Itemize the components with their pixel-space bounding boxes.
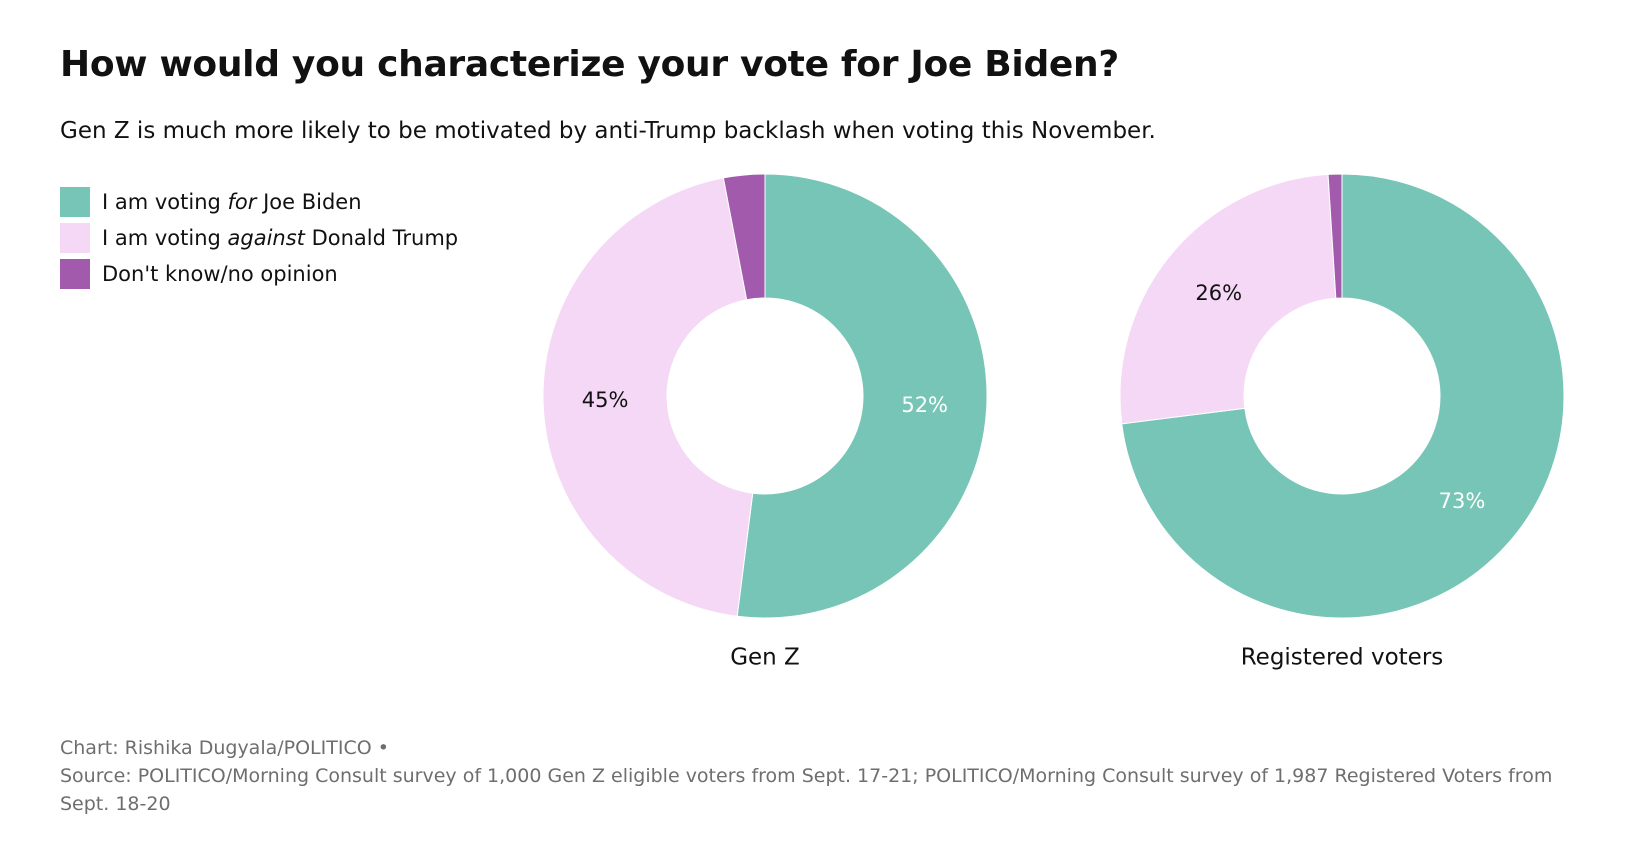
slice-label-registered-voters-1: 26% (1195, 281, 1242, 305)
slice-registered-voters-0 (1121, 173, 1565, 619)
legend-swatch-for-biden (60, 187, 90, 217)
donut-registered-voters: 73% 26% Registered voters (1119, 173, 1565, 671)
slice-label-gen-z-0: 52% (901, 393, 948, 417)
legend-item-against-trump: I am voting against Donald Trump (60, 220, 458, 256)
legend-label: I am voting for Joe Biden (102, 190, 362, 214)
legend-label: I am voting against Donald Trump (102, 226, 459, 250)
donut-label-registered-voters: Registered voters (1241, 645, 1444, 671)
chart-subtitle: Gen Z is much more likely to be motivate… (60, 118, 1156, 144)
slice-gen-z-1 (542, 177, 754, 617)
slice-gen-z-2 (722, 173, 766, 301)
chart-credit: Chart: Rishika Dugyala/POLITICO • (60, 737, 389, 759)
legend-item-no-opinion: Don't know/no opinion (60, 256, 458, 292)
slice-label-gen-z-1: 45% (582, 388, 629, 412)
donut-label-gen-z: Gen Z (730, 645, 800, 671)
donut-charts: 52% 45% Gen Z 73% 26% Registered voters (542, 173, 1565, 671)
slice-registered-voters-2 (1327, 173, 1343, 299)
slice-label-registered-voters-0: 73% (1439, 489, 1486, 513)
legend-label: Don't know/no opinion (102, 262, 338, 286)
chart-footer: Chart: Rishika Dugyala/POLITICO • Source… (60, 734, 1600, 818)
legend-swatch-against-trump (60, 223, 90, 253)
legend: I am voting for Joe Biden I am voting ag… (60, 184, 458, 292)
legend-swatch-no-opinion (60, 259, 90, 289)
legend-item-for-biden: I am voting for Joe Biden (60, 184, 458, 220)
chart-source: Source: POLITICO/Morning Consult survey … (60, 765, 1553, 815)
chart-title: How would you characterize your vote for… (60, 44, 1119, 85)
slice-gen-z-0 (736, 173, 988, 619)
donut-gen-z: 52% 45% Gen Z (542, 173, 988, 671)
slice-registered-voters-1 (1119, 173, 1337, 425)
